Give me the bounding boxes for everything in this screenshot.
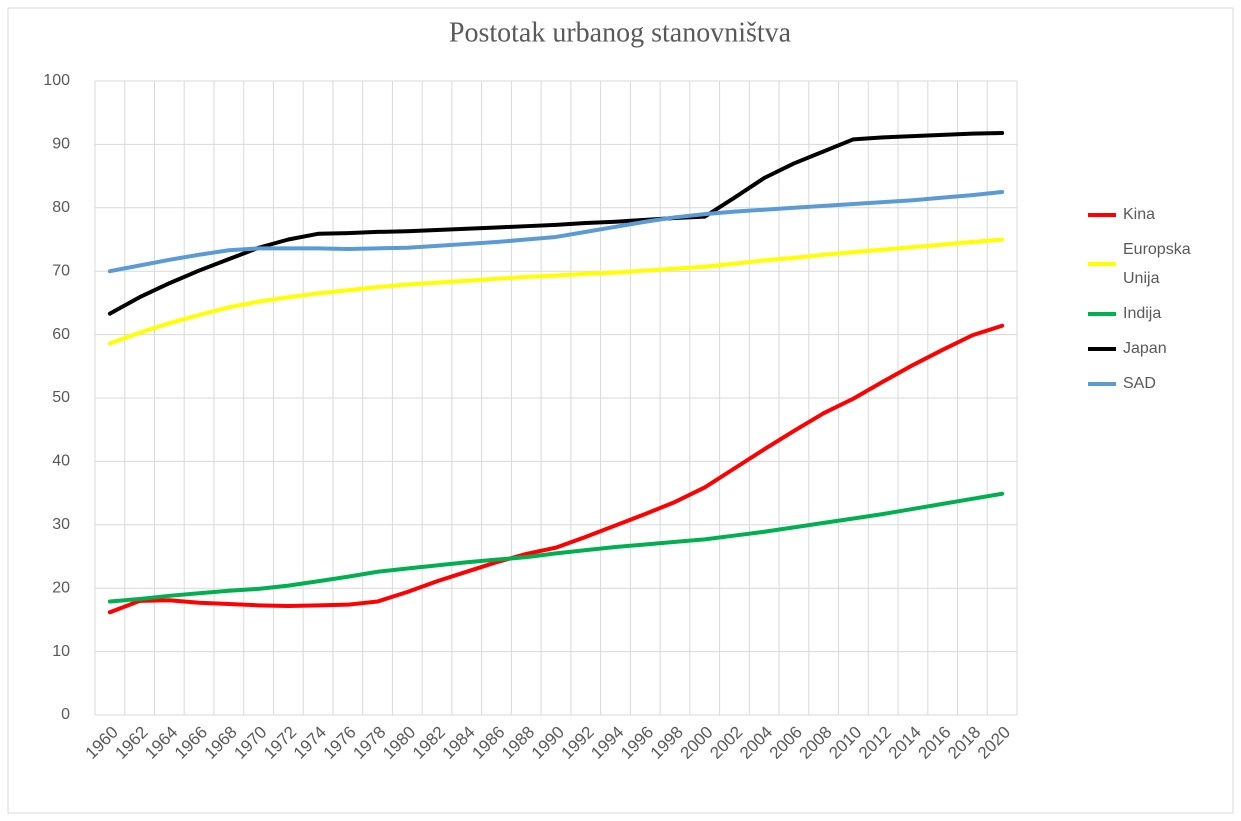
y-tick-label: 40: [52, 453, 70, 470]
legend-item: Europska Unija: [1088, 235, 1238, 293]
y-tick-label: 50: [52, 389, 70, 406]
legend-label: Japan: [1123, 340, 1167, 357]
legend-swatch: [1088, 381, 1116, 386]
legend-swatch: [1088, 346, 1116, 351]
y-tick-label: 0: [61, 706, 70, 723]
chart-title: Postotak urbanog stanovništva: [449, 17, 792, 48]
legend-item: Kina: [1088, 200, 1238, 229]
legend-swatch: [1088, 262, 1116, 266]
legend-label: Kina: [1123, 206, 1156, 223]
chart-frame: [7, 7, 1234, 814]
y-tick-label: 80: [52, 199, 70, 216]
y-tick-label: 100: [43, 72, 70, 89]
series-line: [107, 237, 1005, 346]
legend: Kina Europska Unija Indija Japan SAD: [1088, 200, 1238, 404]
y-tick-label: 60: [52, 326, 70, 343]
y-tick-label: 20: [52, 579, 70, 596]
legend-swatch: [1088, 212, 1116, 217]
legend-item: Japan: [1088, 334, 1238, 363]
y-tick-label: 90: [52, 136, 70, 153]
series-line: [107, 491, 1005, 604]
legend-label: Indija: [1123, 305, 1162, 322]
legend-label: Europska Unija: [1123, 241, 1191, 287]
series-line: [107, 323, 1005, 615]
legend-item: SAD: [1088, 369, 1238, 398]
legend-swatch: [1088, 311, 1116, 316]
y-tick-label: 10: [52, 643, 70, 660]
series-line: [107, 189, 1005, 274]
legend-item: Indija: [1088, 299, 1238, 328]
y-tick-label: 30: [52, 516, 70, 533]
y-tick-label: 70: [52, 262, 70, 279]
legend-label: SAD: [1123, 375, 1156, 392]
